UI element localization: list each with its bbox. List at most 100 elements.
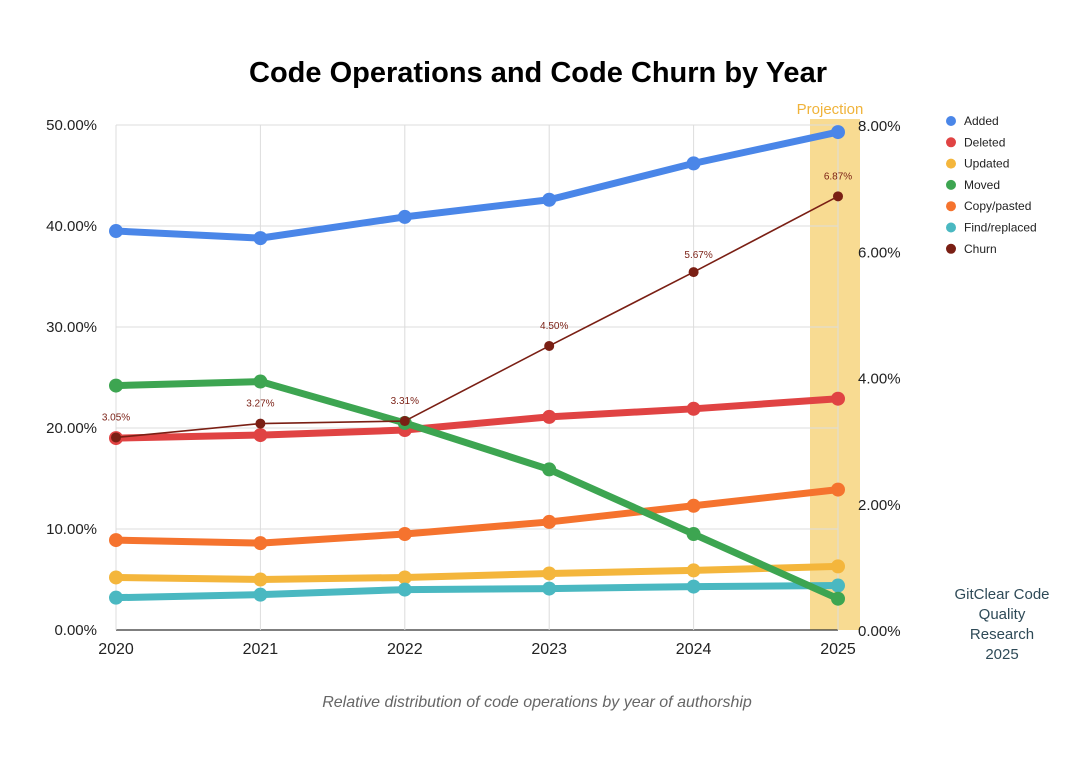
y-right-tick-label: 2.00% [858,497,901,514]
point-find-replaced [109,590,123,605]
point-added [686,156,701,171]
y-left-tick-label: 30.00% [46,319,97,336]
point-moved [831,591,845,606]
gridlines [115,124,839,631]
y-left-tick-label: 50.00% [46,117,97,134]
churn-data-label: 5.67% [684,250,712,261]
legend-marker [946,201,956,212]
legend-marker [946,179,956,190]
x-tick-label: 2023 [531,641,567,658]
point-copy-pasted [686,498,701,513]
point-copy-pasted [397,527,412,542]
series-copy-pasted [109,482,845,551]
point-find-replaced [686,579,701,594]
churn-data-label: 4.50% [540,321,568,332]
point-churn [833,191,843,202]
y-left-tick-label: 20.00% [46,420,97,437]
point-churn [688,267,699,278]
point-added [831,125,845,140]
x-tick-label: 2022 [387,641,423,658]
legend-label: Updated [964,157,1009,171]
series-deleted [109,391,845,446]
legend-label: Copy/pasted [964,199,1031,213]
churn-data-label: 3.05% [102,412,130,423]
point-moved [109,378,123,393]
y-right-tick-label: 0.00% [858,623,901,640]
y-axis-left: 0.00% 10.00% 20.00% 30.00% 40.00% 50.00% [46,117,97,639]
chart-caption: Relative distribution of code operations… [322,694,752,711]
series-churn [111,191,843,443]
series-line-moved [112,378,842,603]
series-added [109,125,845,246]
point-moved [686,527,701,542]
point-added [109,224,123,239]
legend: Added Deleted Updated Moved Copy/pasted Find/… [946,114,1037,256]
point-copy-pasted [253,536,268,551]
y-right-tick-label: 4.00% [858,371,901,388]
point-updated [397,570,412,585]
point-deleted [686,401,701,416]
y-axis-right: 0.00% 2.00% 4.00% 6.00% 8.00% [858,118,901,640]
x-tick-label: 2021 [243,641,279,658]
series-line-updated [112,562,842,583]
series-line-find-replaced [112,582,842,602]
point-churn [111,432,121,443]
legend-marker [946,243,956,254]
point-added [542,192,557,207]
projection-band: Projection [797,101,864,630]
series-line-copy-pasted [112,486,842,547]
point-find-replaced [831,578,845,593]
legend-marker [946,222,956,233]
x-tick-label: 2020 [98,641,134,658]
point-churn [255,418,266,429]
point-copy-pasted [542,514,557,529]
y-right-tick-label: 8.00% [858,118,901,135]
point-updated [253,572,268,587]
y-right-tick-label: 6.00% [858,244,901,261]
series-group [109,125,845,606]
series-find-replaced [109,578,845,605]
x-tick-label: 2024 [676,641,712,658]
point-deleted [831,391,845,406]
point-added [253,231,268,246]
projection-band-rect [810,119,860,630]
point-churn [399,416,410,427]
x-tick-label: 2025 [820,641,856,658]
legend-marker [946,137,956,148]
churn-data-labels: 3.05% 3.27% 3.31% 4.50% 5.67% 6.87% [102,171,852,423]
churn-data-label: 3.31% [391,396,419,407]
point-deleted [253,428,268,443]
credit-text: GitClear Code Quality Research 2025 [954,586,1049,663]
credit-line: 2025 [985,646,1018,663]
legend-label: Churn [964,242,997,256]
series-line-churn [115,195,839,439]
chart-title: Code Operations and Code Churn by Year [249,57,827,89]
point-copy-pasted [831,482,845,497]
churn-data-label: 3.27% [246,399,274,410]
point-find-replaced [253,587,268,602]
point-find-replaced [397,582,412,597]
point-updated [542,566,557,581]
point-moved [542,462,557,477]
point-updated [686,563,701,578]
point-find-replaced [542,581,557,596]
credit-line: Quality [979,606,1026,623]
series-line-deleted [112,395,842,442]
series-line-added [112,128,842,242]
point-moved [253,374,268,389]
projection-label: Projection [797,101,864,118]
legend-marker [946,158,956,169]
legend-label: Find/replaced [964,221,1037,235]
credit-line: Research [970,626,1034,643]
point-updated [831,559,845,574]
series-updated [109,559,845,587]
legend-marker [946,116,956,126]
point-deleted [542,409,557,424]
point-updated [109,570,123,585]
legend-label: Deleted [964,135,1005,149]
churn-data-label: 6.87% [824,171,852,182]
legend-label: Added [964,114,999,128]
x-axis: 2020 2021 2022 2023 2024 2025 [98,641,856,658]
point-churn [544,340,555,351]
